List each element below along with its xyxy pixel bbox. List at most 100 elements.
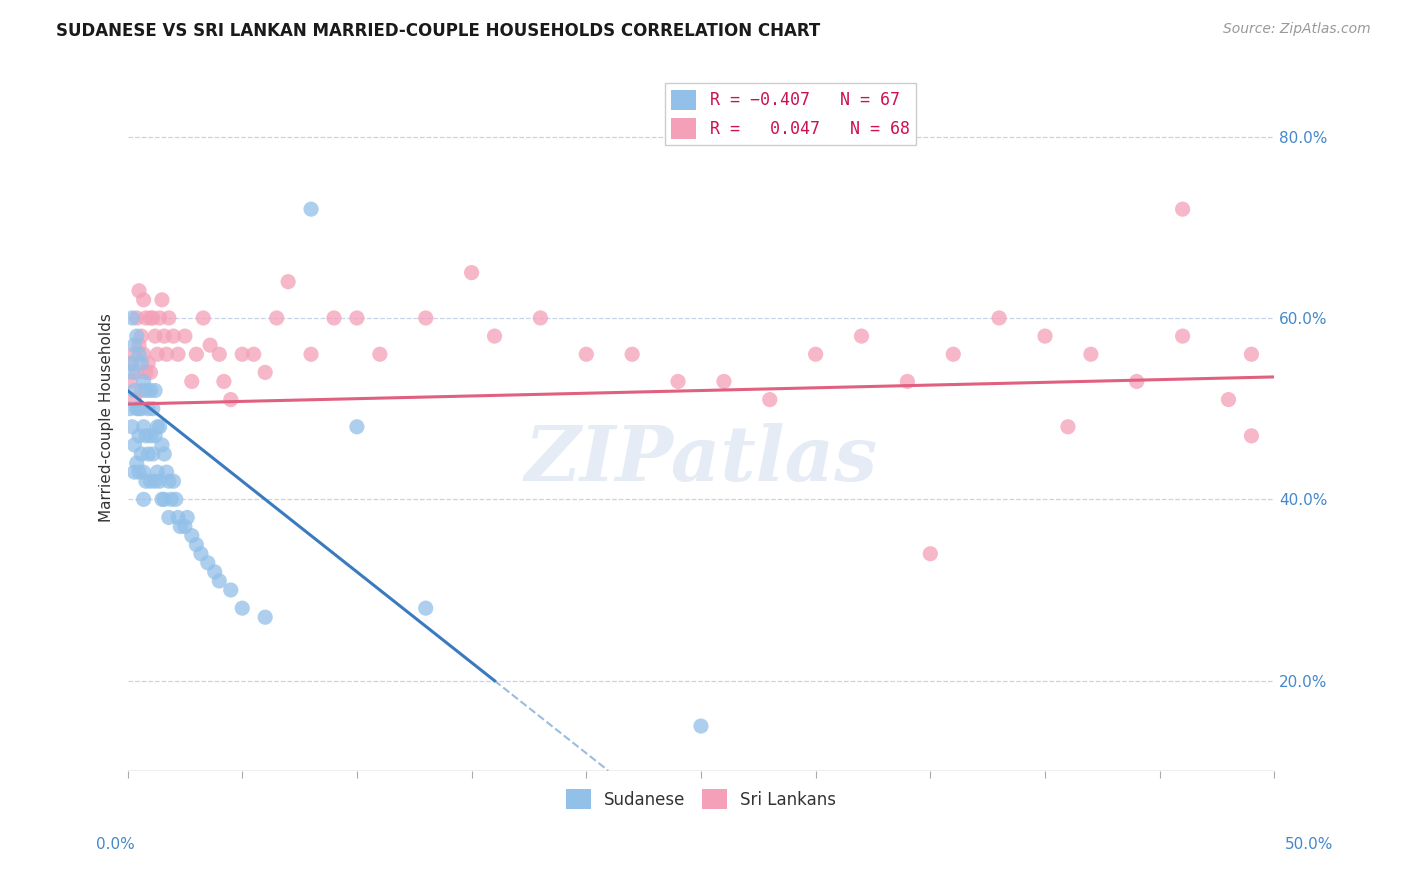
Text: Source: ZipAtlas.com: Source: ZipAtlas.com — [1223, 22, 1371, 37]
Point — [125, 310, 148, 325]
Point — [135, 429, 157, 443]
Point — [135, 310, 157, 325]
Point — [132, 293, 155, 307]
Point — [180, 528, 202, 542]
Point — [132, 419, 155, 434]
Point — [142, 447, 165, 461]
Point — [368, 347, 391, 361]
Point — [153, 492, 176, 507]
Point — [157, 510, 180, 524]
Point — [157, 310, 180, 325]
Point — [149, 419, 172, 434]
Point — [323, 310, 346, 325]
Point — [529, 310, 551, 325]
Legend: Sudanese, Sri Lankans: Sudanese, Sri Lankans — [560, 782, 844, 816]
Point — [299, 202, 322, 216]
Point — [208, 347, 231, 361]
Point — [142, 310, 165, 325]
Point — [139, 429, 162, 443]
Point — [121, 419, 143, 434]
Point — [1033, 329, 1056, 343]
Text: 50.0%: 50.0% — [1285, 838, 1333, 852]
Point — [484, 329, 506, 343]
Point — [198, 338, 221, 352]
Point — [143, 384, 166, 398]
Point — [415, 601, 437, 615]
Point — [125, 401, 148, 416]
Point — [153, 447, 176, 461]
Point — [277, 275, 299, 289]
Point — [118, 356, 141, 370]
Point — [131, 447, 153, 461]
Point — [136, 447, 159, 461]
Point — [346, 310, 368, 325]
Point — [136, 356, 159, 370]
Point — [180, 375, 202, 389]
Point — [174, 519, 197, 533]
Point — [169, 519, 191, 533]
Point — [162, 329, 184, 343]
Point — [139, 365, 162, 379]
Point — [149, 310, 172, 325]
Point — [575, 347, 598, 361]
Point — [1080, 347, 1102, 361]
Point — [146, 419, 169, 434]
Point — [713, 375, 735, 389]
Point — [155, 347, 177, 361]
Point — [132, 465, 155, 479]
Point — [174, 329, 197, 343]
Point — [758, 392, 780, 407]
Point — [1057, 419, 1080, 434]
Point — [139, 474, 162, 488]
Point — [1240, 429, 1263, 443]
Point — [131, 384, 153, 398]
Point — [121, 310, 143, 325]
Point — [139, 310, 162, 325]
Point — [621, 347, 644, 361]
Point — [219, 582, 242, 597]
Point — [204, 565, 226, 579]
Point — [1240, 347, 1263, 361]
Point — [193, 310, 215, 325]
Y-axis label: Married-couple Households: Married-couple Households — [100, 313, 114, 522]
Point — [160, 492, 183, 507]
Point — [150, 492, 173, 507]
Point — [415, 310, 437, 325]
Point — [1218, 392, 1240, 407]
Point — [124, 384, 146, 398]
Point — [666, 375, 689, 389]
Point — [219, 392, 242, 407]
Point — [124, 465, 146, 479]
Point — [135, 474, 157, 488]
Point — [146, 347, 169, 361]
Point — [212, 375, 235, 389]
Point — [167, 347, 190, 361]
Point — [125, 329, 148, 343]
Point — [896, 375, 918, 389]
Point — [155, 465, 177, 479]
Point — [131, 329, 153, 343]
Point — [231, 601, 253, 615]
Point — [942, 347, 965, 361]
Point — [176, 510, 198, 524]
Point — [190, 547, 212, 561]
Point — [690, 719, 713, 733]
Point — [1126, 375, 1149, 389]
Point — [150, 293, 173, 307]
Point — [149, 474, 172, 488]
Point — [165, 492, 187, 507]
Point — [266, 310, 288, 325]
Point — [254, 365, 277, 379]
Point — [124, 338, 146, 352]
Point — [346, 419, 368, 434]
Point — [128, 347, 150, 361]
Point — [851, 329, 873, 343]
Point — [124, 438, 146, 452]
Point — [128, 465, 150, 479]
Point — [139, 384, 162, 398]
Text: SUDANESE VS SRI LANKAN MARRIED-COUPLE HOUSEHOLDS CORRELATION CHART: SUDANESE VS SRI LANKAN MARRIED-COUPLE HO… — [56, 22, 821, 40]
Point — [121, 365, 143, 379]
Point — [231, 347, 253, 361]
Point — [135, 384, 157, 398]
Point — [162, 474, 184, 488]
